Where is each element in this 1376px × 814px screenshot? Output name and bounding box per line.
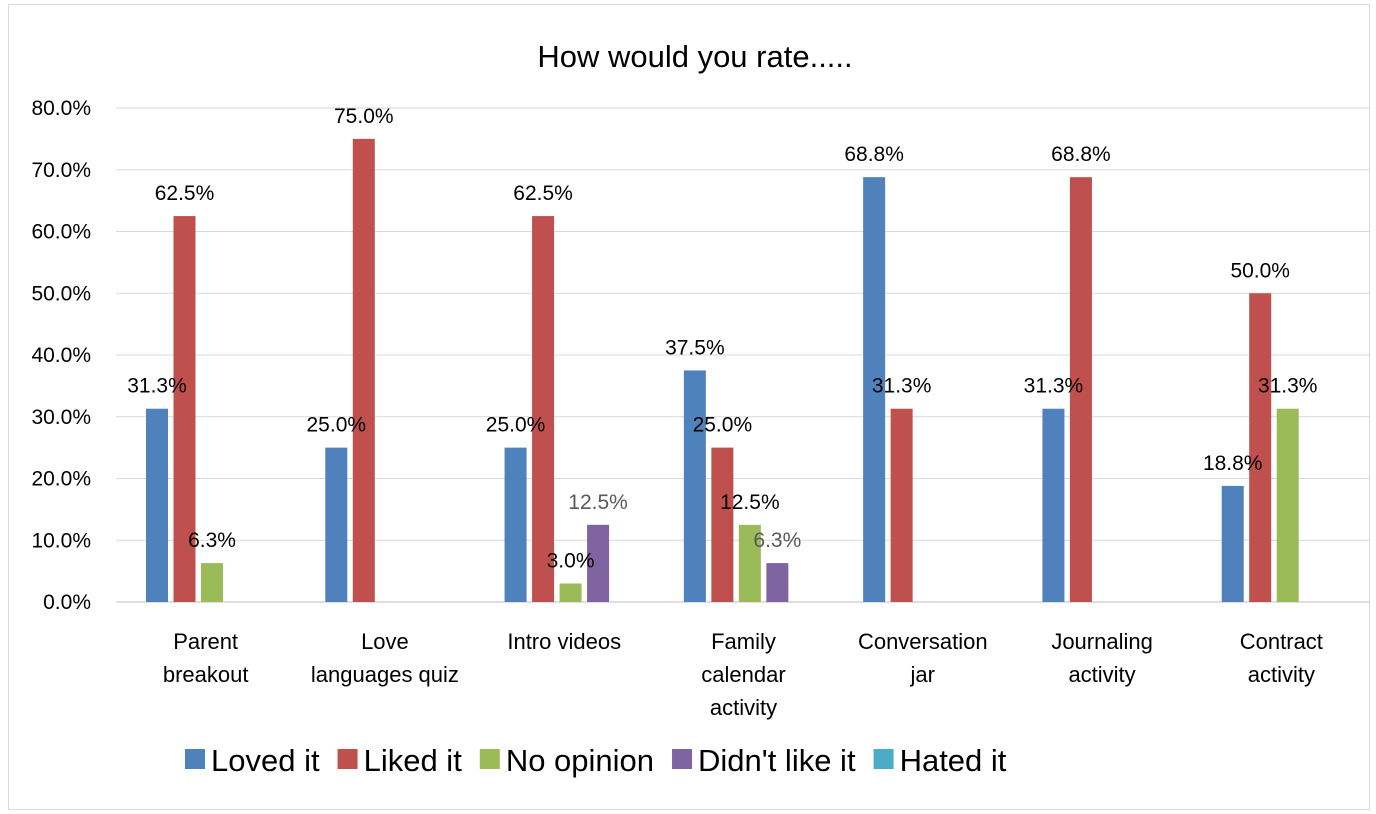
bar: [683, 370, 706, 602]
legend-swatch: [337, 749, 358, 769]
data-label: 25.0%: [486, 414, 546, 437]
x-axis-categories: Parent breakout Love languages quiz Intro vi…: [163, 629, 1323, 720]
bar: [890, 408, 913, 602]
x-category-label: calendar: [701, 662, 785, 687]
x-category-label: Love: [361, 629, 409, 654]
y-tick-label: 80.0%: [31, 97, 91, 120]
bar: [201, 563, 223, 602]
legend-label: Didn't like it: [698, 743, 856, 778]
data-label: 75.0%: [334, 105, 394, 128]
y-tick-label: 70.0%: [31, 159, 91, 182]
chart-title: How would you rate.....: [537, 39, 852, 74]
x-category-label: Journaling: [1051, 629, 1153, 654]
x-category-label: languages quiz: [311, 662, 459, 687]
bar: [711, 447, 734, 602]
legend-label: Liked it: [364, 743, 463, 778]
bar: [1221, 485, 1244, 602]
bar: [1069, 177, 1092, 602]
legend-swatch: [185, 749, 205, 769]
bar: [1249, 293, 1272, 602]
y-axis-ticks: 0.0% 10.0% 20.0% 30.0% 40.0% 50.0% 60.0% 70.0% 8…: [31, 97, 91, 614]
data-label: 68.8%: [844, 143, 904, 166]
x-category-label: jar: [910, 662, 935, 687]
legend: Loved it Liked it No opinion Didn't like it…: [185, 743, 1007, 778]
x-category-label: activity: [710, 695, 777, 720]
bar: [863, 177, 886, 602]
legend-label: Loved it: [211, 743, 320, 778]
data-label: 62.5%: [155, 182, 215, 205]
data-label: 12.5%: [720, 491, 780, 514]
data-label: 6.3%: [753, 529, 801, 552]
bar: [1042, 408, 1065, 602]
bar: [738, 524, 761, 602]
data-labels: 31.3% 62.5% 6.3% 25.0% 75.0% 25.0% 62.5% 3.0% 12…: [127, 105, 1317, 573]
data-label: 6.3%: [188, 529, 236, 552]
y-tick-label: 40.0%: [31, 344, 91, 367]
data-label: 37.5%: [665, 336, 725, 359]
data-label: 3.0%: [547, 549, 595, 572]
data-label: 62.5%: [513, 182, 573, 205]
legend-swatch: [672, 749, 693, 769]
bars: [146, 138, 1299, 602]
x-category-label: Family: [711, 629, 776, 654]
data-label: 25.0%: [307, 414, 367, 437]
y-tick-label: 20.0%: [31, 468, 91, 491]
bar: [1276, 408, 1299, 602]
bar: [352, 138, 375, 602]
bar: [766, 563, 789, 602]
legend-swatch: [873, 749, 894, 769]
data-label: 18.8%: [1203, 452, 1263, 475]
bar: [532, 216, 555, 602]
x-category-label: Parent: [173, 629, 238, 654]
legend-label: Hated it: [900, 743, 1007, 778]
chart-frame: How would you rate..... 0.0% 10.0% 20.0% 30…: [8, 4, 1370, 810]
data-label: 12.5%: [568, 491, 628, 514]
y-tick-label: 50.0%: [31, 282, 91, 305]
x-category-label: Intro videos: [507, 629, 621, 654]
y-tick-label: 0.0%: [43, 591, 91, 614]
data-label: 31.3%: [872, 375, 932, 398]
bar: [325, 447, 348, 602]
y-tick-label: 10.0%: [31, 529, 91, 552]
x-category-label: Conversation: [858, 629, 988, 654]
data-label: 50.0%: [1230, 259, 1290, 282]
data-label: 31.3%: [127, 375, 187, 398]
bar: [146, 408, 168, 602]
bar: [504, 447, 527, 602]
legend-label: No opinion: [506, 743, 654, 778]
data-label: 31.3%: [1258, 375, 1318, 398]
data-label: 31.3%: [1024, 375, 1084, 398]
bar: [587, 524, 610, 602]
x-category-label: Contract: [1240, 629, 1323, 654]
legend-swatch: [479, 749, 500, 769]
bar-chart: How would you rate..... 0.0% 10.0% 20.0% 30…: [31, 39, 1369, 778]
bar: [173, 216, 196, 602]
data-label: 68.8%: [1051, 143, 1111, 166]
gridlines: [116, 107, 1369, 603]
x-category-label: breakout: [163, 662, 249, 687]
x-category-label: activity: [1068, 662, 1135, 687]
y-tick-label: 30.0%: [31, 406, 91, 429]
x-category-label: activity: [1248, 662, 1315, 687]
y-tick-label: 60.0%: [31, 221, 91, 244]
data-label: 25.0%: [693, 414, 753, 437]
bar: [559, 583, 582, 602]
